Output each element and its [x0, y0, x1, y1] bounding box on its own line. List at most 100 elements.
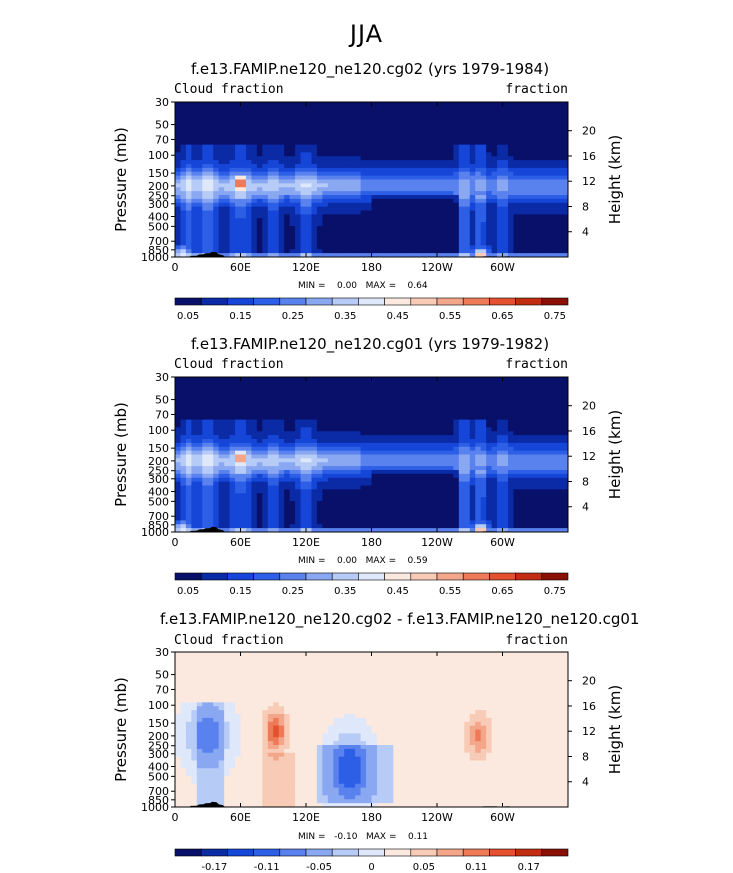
contour-cell	[338, 470, 345, 475]
contour-cell	[540, 198, 547, 204]
contour-cell	[175, 136, 181, 142]
contour-cell	[327, 392, 334, 397]
contour-cell	[207, 439, 214, 444]
contour-cell	[300, 191, 307, 196]
contour-cell	[251, 191, 258, 196]
contour-cell	[316, 241, 323, 246]
contour-cell	[507, 156, 514, 161]
contour-cell	[355, 380, 361, 386]
contour-cell	[333, 419, 340, 424]
contour-cell	[447, 419, 454, 424]
contour-cell	[218, 462, 225, 467]
contour-cell	[453, 102, 460, 107]
contour-cell	[464, 148, 471, 153]
contour-cell	[371, 404, 378, 409]
contour-cell	[431, 446, 438, 452]
contour-cell	[426, 439, 432, 444]
contour-cell	[191, 411, 198, 417]
contour-cell	[278, 167, 285, 173]
contour-cell	[447, 470, 454, 475]
contour-cell	[284, 133, 291, 138]
contour-cell	[404, 156, 411, 161]
contour-cell	[518, 171, 525, 177]
contour-cell	[497, 148, 503, 153]
contour-cell	[376, 152, 383, 157]
contour-cell	[185, 377, 192, 382]
contour-cell	[453, 109, 460, 115]
contour-cell	[551, 241, 558, 246]
contour-cell	[497, 226, 503, 231]
contour-cell	[213, 408, 220, 413]
contour-cell	[431, 384, 438, 390]
contour-cell	[175, 198, 181, 204]
contour-cell	[387, 427, 394, 432]
contour-cell	[240, 419, 247, 424]
contour-cell	[453, 198, 460, 204]
contour-cell	[306, 466, 312, 471]
contour-cell	[355, 179, 361, 184]
contour-cell	[338, 253, 345, 258]
contour-cell	[316, 249, 323, 254]
contour-cell	[185, 481, 192, 486]
contour-cell	[333, 144, 340, 149]
contour-cell	[349, 442, 356, 448]
contour-cell	[284, 152, 291, 157]
contour-cell	[273, 210, 280, 215]
contour-cell	[469, 450, 476, 455]
contour-cell	[398, 439, 405, 444]
contour-cell	[529, 214, 536, 219]
contour-cell	[557, 237, 563, 242]
contour-cell	[235, 229, 241, 235]
contour-cell	[376, 167, 383, 173]
contour-cell	[546, 481, 553, 486]
contour-cell	[322, 179, 329, 184]
contour-cell	[426, 218, 432, 223]
contour-cell	[251, 226, 258, 231]
contour-cell	[420, 226, 427, 231]
contour-cell	[207, 450, 214, 455]
contour-cell	[338, 113, 345, 118]
contour-cell	[207, 183, 214, 188]
contour-cell	[311, 253, 318, 258]
contour-cell	[437, 133, 443, 138]
contour-cell	[447, 222, 454, 227]
contour-cell	[524, 427, 531, 432]
contour-cell	[382, 206, 389, 211]
contour-cell	[311, 222, 318, 227]
contour-cell	[491, 404, 498, 409]
contour-cell	[458, 411, 465, 417]
contour-cell	[360, 202, 367, 208]
contour-cell	[540, 179, 547, 184]
contour-cell	[196, 175, 203, 180]
contour-cell	[404, 435, 411, 440]
contour-cell	[311, 129, 318, 134]
contour-cell	[251, 121, 258, 126]
contour-cell	[475, 396, 482, 401]
contour-cell	[376, 404, 383, 409]
contour-cell	[420, 214, 427, 219]
contour-cell	[551, 136, 558, 142]
contour-cell	[366, 136, 372, 142]
contour-cell	[535, 439, 542, 444]
contour-cell	[251, 105, 258, 111]
contour-cell	[502, 241, 509, 246]
contour-cell	[207, 125, 214, 130]
contour-cell	[393, 396, 400, 401]
contour-cell	[486, 191, 492, 196]
contour-cell	[557, 466, 563, 471]
contour-cell	[366, 210, 372, 215]
contour-cell	[551, 179, 558, 184]
contour-cell	[360, 439, 367, 444]
contour-cell	[415, 245, 422, 250]
contour-cell	[273, 148, 280, 153]
contour-cell	[540, 191, 547, 196]
contour-cell	[273, 442, 280, 448]
contour-cell	[180, 408, 187, 413]
contour-cell	[387, 229, 394, 235]
contour-cell	[262, 380, 269, 386]
contour-cell	[437, 187, 443, 192]
contour-cell	[202, 392, 209, 397]
contour-cell	[322, 152, 329, 157]
contour-cell	[306, 450, 312, 455]
contour-cell	[224, 105, 230, 111]
